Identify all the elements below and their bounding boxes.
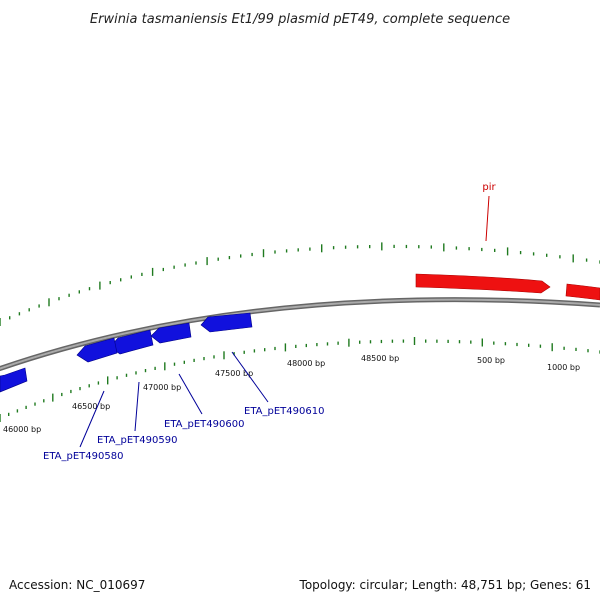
- backbone-inner: [0, 298, 600, 370]
- accession-text: Accession: NC_010697: [9, 578, 146, 592]
- gene-ETA_pET490580[interactable]: [76, 337, 118, 363]
- summary-text: Topology: circular; Length: 48,751 bp; G…: [299, 578, 591, 592]
- leader-ETA_pET490580: [79, 390, 105, 448]
- tick-label: 46000 bp: [3, 425, 41, 434]
- leader-pir: [485, 195, 490, 242]
- gene-reverse-partial[interactable]: [0, 367, 28, 393]
- gene-label-ETA_pET490580[interactable]: ETA_pET490580: [43, 451, 123, 462]
- gene-label-ETA_pET490610[interactable]: ETA_pET490610: [244, 406, 324, 417]
- inner-tick-track: [0, 337, 600, 422]
- gene-label-leaders: [79, 195, 490, 448]
- gene-label-pir[interactable]: pir: [482, 182, 496, 193]
- tick-label: 46500 bp: [72, 402, 110, 411]
- gene-ETA_pET490610[interactable]: [200, 312, 253, 333]
- tick-label: 48000 bp: [287, 359, 325, 368]
- tick-label: 1000 bp: [547, 363, 580, 372]
- outer-tick-track: [0, 242, 600, 326]
- reverse-genes: [0, 312, 253, 393]
- leader-ETA_pET490600: [178, 373, 203, 415]
- tick-labels: 46000 bp 46500 bp 47000 bp 47500 bp 4800…: [3, 354, 580, 434]
- tick-label: 47500 bp: [215, 369, 253, 378]
- tick-label: 48500 bp: [361, 354, 399, 363]
- gene-labels: pir ETA_pET490610 ETA_pET490600 ETA_pET4…: [43, 182, 497, 462]
- leader-ETA_pET490590: [134, 381, 140, 432]
- gene-forward-partial[interactable]: [565, 283, 600, 301]
- gene-pir[interactable]: [415, 273, 551, 294]
- leader-ETA_pET490610: [231, 351, 269, 403]
- tick-label: 47000 bp: [143, 383, 181, 392]
- map-title: Erwinia tasmaniensis Et1/99 plasmid pET4…: [90, 12, 510, 27]
- gene-ETA_pET490600[interactable]: [150, 322, 192, 344]
- gene-label-ETA_pET490600[interactable]: ETA_pET490600: [164, 419, 244, 430]
- gene-label-ETA_pET490590[interactable]: ETA_pET490590: [97, 435, 177, 446]
- tick-label: 500 bp: [477, 356, 505, 365]
- forward-genes: [415, 273, 600, 301]
